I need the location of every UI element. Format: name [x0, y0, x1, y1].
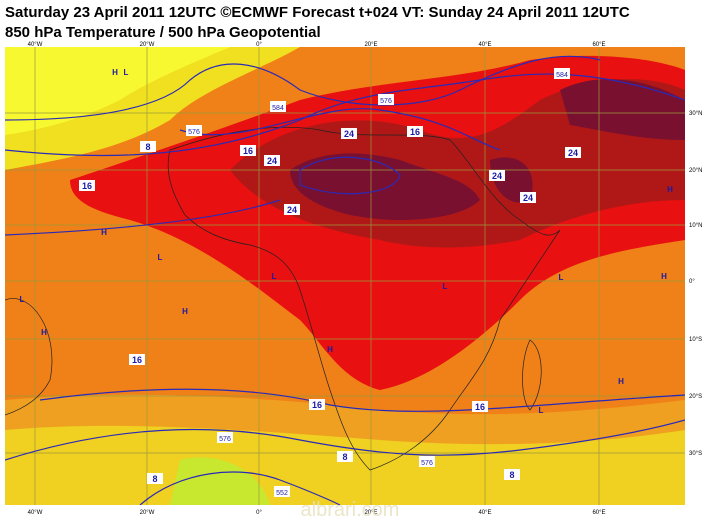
- lon-label: 40°W: [28, 42, 43, 48]
- temperature-label-box: [565, 147, 581, 158]
- temperature-label: 16: [312, 400, 322, 410]
- title: Saturday 23 April 2011 12UTC ©ECMWF Fore…: [5, 4, 630, 21]
- lat-label: 0°: [689, 279, 695, 285]
- watermark: albrari.com: [301, 499, 400, 517]
- temperature-label: 16: [132, 355, 142, 365]
- lon-label: 20°E: [364, 42, 377, 48]
- lat-label: 10°S: [689, 337, 702, 343]
- temperature-label: 24: [568, 148, 578, 158]
- temperature-label-box: [309, 399, 325, 410]
- temperature-label-box: [240, 145, 256, 156]
- temperature-label-box: [140, 141, 156, 152]
- lon-label: 60°E: [592, 42, 605, 48]
- geopotential-label-box: [554, 68, 570, 79]
- temperature-label-box: [79, 180, 95, 191]
- pressure-marker: L: [443, 282, 448, 291]
- temperature-label: 24: [344, 129, 354, 139]
- geopotential-label: 576: [188, 129, 200, 136]
- geopotential-label-box: [186, 125, 202, 136]
- temperature-label-box: [472, 401, 488, 412]
- temperature-label: 16: [475, 402, 485, 412]
- lon-label: 0°: [256, 510, 262, 516]
- geopotential-label: 576: [380, 98, 392, 105]
- geopotential-label: 552: [276, 490, 288, 497]
- pressure-marker: L: [158, 253, 163, 262]
- geopotential-label-box: [274, 486, 290, 497]
- lon-label: 0°: [256, 42, 262, 48]
- lon-label: 20°W: [140, 42, 155, 48]
- temperature-label-box: [504, 469, 520, 480]
- subtitle: 850 hPa Temperature / 500 hPa Geopotenti…: [5, 24, 321, 41]
- temperature-label: 16: [410, 127, 420, 137]
- geopotential-label-box: [419, 456, 435, 467]
- lon-label: 60°E: [592, 510, 605, 516]
- lat-label: 30°N: [689, 111, 702, 117]
- pressure-marker: L: [272, 272, 277, 281]
- temperature-label-box: [129, 354, 145, 365]
- temperature-label: 16: [243, 146, 253, 156]
- contour-labels: 24 24 24 24 24 24 16 16 16 16 16 16 8 8 8 8 584 576 576 576…: [20, 68, 673, 497]
- lat-labels: 30°N 20°N 10°N 0° 10°S 20°S 30°S: [689, 111, 702, 457]
- lat-label: 30°S: [689, 451, 702, 457]
- temperature-label: 8: [509, 470, 514, 480]
- temperature-label-box: [284, 204, 300, 215]
- geopotential-label-box: [378, 94, 394, 105]
- pressure-marker: H: [661, 272, 667, 281]
- geopotential-label: 584: [556, 72, 568, 79]
- pressure-marker: L: [559, 273, 564, 282]
- lon-label: 20°E: [364, 510, 377, 516]
- geopotential-label: 576: [219, 436, 231, 443]
- temperature-label-box: [337, 451, 353, 462]
- geopotential-contours: [5, 55, 685, 505]
- temperature-label: 8: [152, 474, 157, 484]
- geopotential-label-box: [217, 432, 233, 443]
- map: [5, 47, 685, 505]
- geopotential-label: 584: [272, 105, 284, 112]
- temperature-label-box: [264, 155, 280, 166]
- temperature-label: 24: [492, 171, 502, 181]
- temperature-label-box: [407, 126, 423, 137]
- coastline: [522, 339, 542, 411]
- lon-label: 20°W: [140, 510, 155, 516]
- pressure-marker: H: [327, 345, 333, 354]
- temperature-label: 8: [342, 452, 347, 462]
- pressure-marker: H: [667, 185, 673, 194]
- geopotential-label-box: [270, 101, 286, 112]
- graticule: [5, 47, 685, 505]
- temperature-label-box: [341, 128, 357, 139]
- pressure-marker: H: [41, 328, 47, 337]
- pressure-marker: H: [101, 228, 107, 237]
- temperature-label: 24: [267, 156, 277, 166]
- pressure-marker: L: [124, 68, 129, 77]
- pressure-marker: L: [20, 295, 25, 304]
- temperature-label-box: [520, 192, 536, 203]
- temperature-label: 24: [523, 193, 533, 203]
- temperature-label-box: [147, 473, 163, 484]
- lon-label: 40°W: [28, 510, 43, 516]
- temperature-label: 24: [287, 205, 297, 215]
- pressure-marker: L: [539, 406, 544, 415]
- temperature-label-box: [489, 170, 505, 181]
- temperature-label: 8: [145, 142, 150, 152]
- lon-label: 40°E: [478, 510, 491, 516]
- lat-label: 10°N: [689, 223, 702, 229]
- lat-label: 20°N: [689, 168, 702, 174]
- lon-label: 40°E: [478, 42, 491, 48]
- coastline: [5, 298, 53, 416]
- temperature-label: 16: [82, 181, 92, 191]
- pressure-marker: H: [618, 377, 624, 386]
- lon-labels: 40°W 20°W 0° 20°E 40°E 60°E 40°W 20°W 0°…: [28, 42, 606, 516]
- pressure-marker: H: [182, 307, 188, 316]
- pressure-marker: H: [112, 68, 118, 77]
- lat-label: 20°S: [689, 394, 702, 400]
- geopotential-label: 576: [421, 460, 433, 467]
